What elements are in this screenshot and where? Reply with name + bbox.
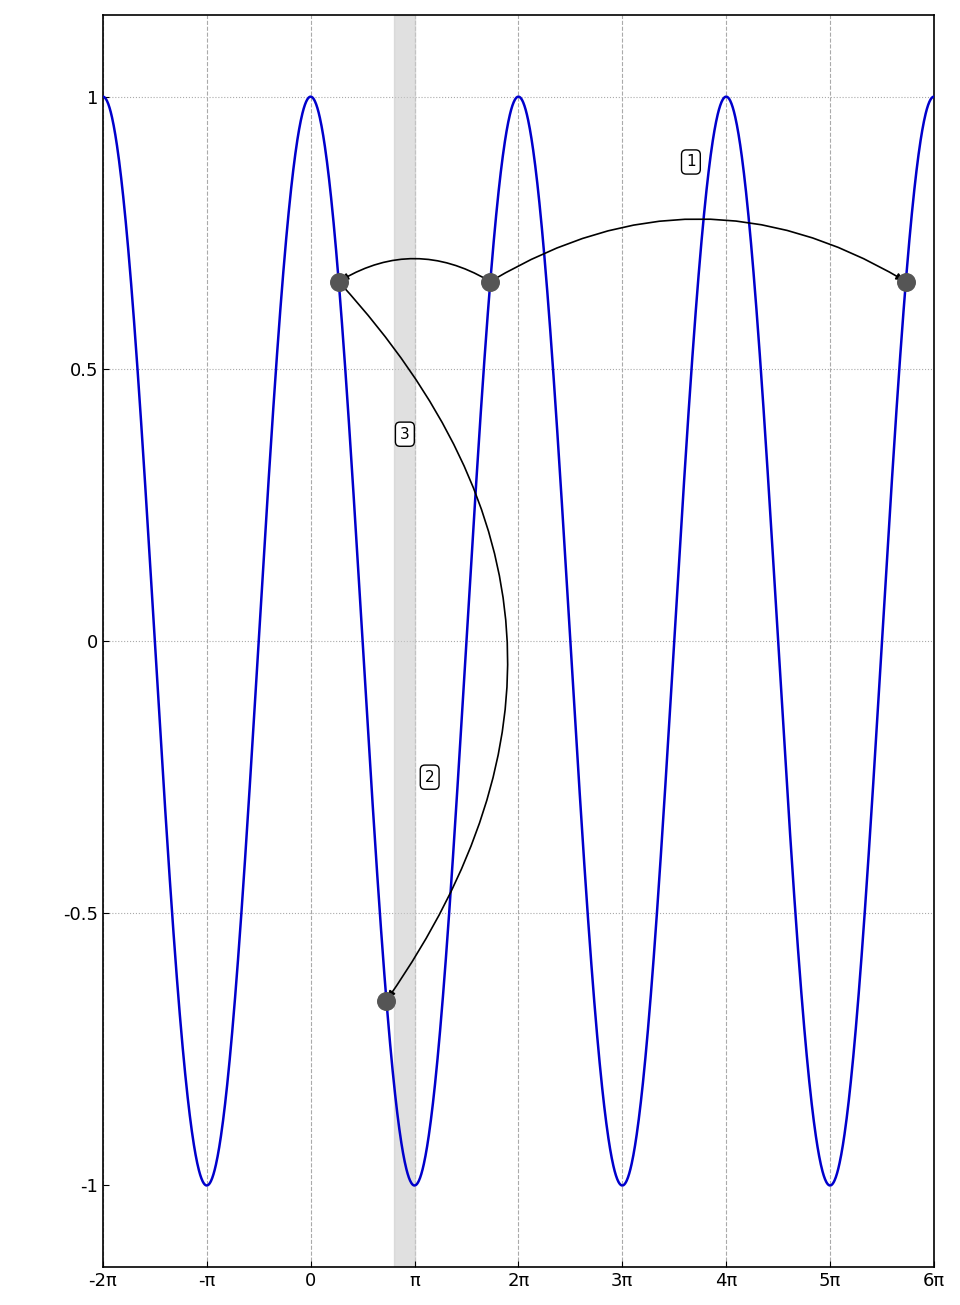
- Bar: [394, 14, 415, 1267]
- Text: 2: 2: [425, 770, 435, 784]
- Point: [483, 271, 498, 292]
- Text: 3: 3: [400, 427, 410, 441]
- Text: 1: 1: [686, 154, 696, 170]
- Point: [899, 271, 914, 292]
- Point: [379, 990, 395, 1011]
- Point: [331, 271, 347, 292]
